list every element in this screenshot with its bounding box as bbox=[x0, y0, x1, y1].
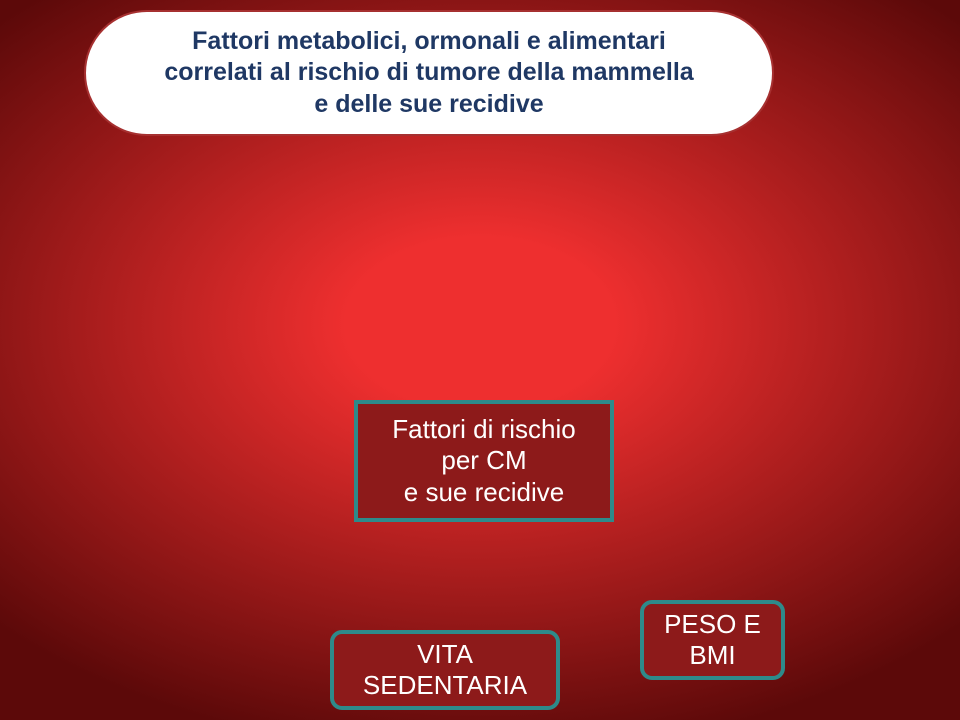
vita-sedentaria-box: VITA SEDENTARIA bbox=[330, 630, 560, 710]
peso-line-2: BMI bbox=[689, 640, 735, 671]
center-line-1: Fattori di rischio bbox=[392, 414, 576, 445]
vita-line-1: VITA bbox=[417, 639, 473, 670]
header-line-2: correlati al rischio di tumore della mam… bbox=[164, 57, 693, 88]
header-line-1: Fattori metabolici, ormonali e alimentar… bbox=[192, 26, 666, 57]
center-line-2: per CM bbox=[441, 445, 526, 476]
center-line-3: e sue recidive bbox=[404, 477, 564, 508]
peso-line-1: PESO E bbox=[664, 609, 761, 640]
header-line-3: e delle sue recidive bbox=[314, 89, 543, 120]
peso-bmi-box: PESO E BMI bbox=[640, 600, 785, 680]
vita-line-2: SEDENTARIA bbox=[363, 670, 527, 701]
header-box: Fattori metabolici, ormonali e alimentar… bbox=[84, 10, 774, 136]
center-risk-box: Fattori di rischio per CM e sue recidive bbox=[354, 400, 614, 522]
